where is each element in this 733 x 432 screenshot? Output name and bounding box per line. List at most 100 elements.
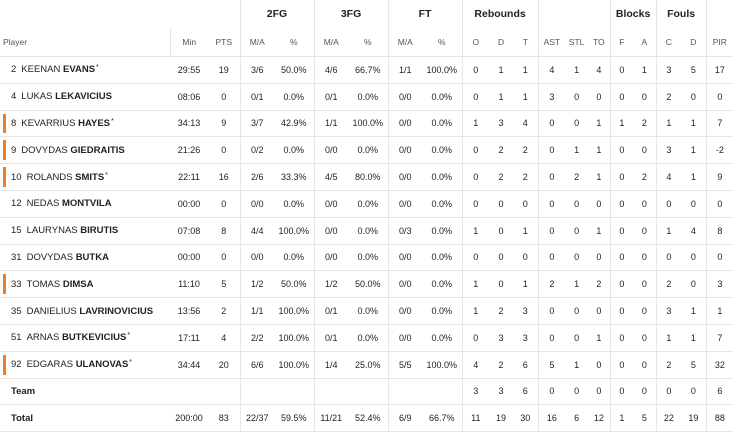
player-cell[interactable]: 12 NEDAS MONTVILA <box>0 190 170 218</box>
cell-ft-ma: 0/0 <box>387 270 423 299</box>
total-row: Total 200:00 83 22/37 59.5% 11/21 52.4% 6/9 66.7… <box>0 404 733 432</box>
cell-min: 21:26 <box>170 136 208 165</box>
player-number: 8 <box>11 117 17 129</box>
player-star-marker: * <box>96 64 99 72</box>
player-number: 92 <box>11 359 22 371</box>
player-last-name[interactable]: BUTKEVICIUS <box>61 332 127 344</box>
player-last-name[interactable]: LAVRINOVICIUS <box>79 305 154 317</box>
col-reb-t[interactable]: T <box>513 28 539 57</box>
player-cell[interactable]: 10 ROLANDS SMITS* <box>0 163 170 191</box>
header-column-row: Player Min PTS M/A % M/A % M/A % O D T A… <box>0 28 733 57</box>
col-to[interactable]: TO <box>588 28 611 57</box>
cell-foul-c: 0 <box>655 244 682 272</box>
cell-ast: 4 <box>537 56 566 84</box>
col-ast[interactable]: AST <box>537 28 566 57</box>
cell-ft-ma: 6/9 <box>387 404 423 432</box>
cell-min: 29:55 <box>170 56 208 84</box>
col-2fg-ma[interactable]: M/A <box>239 28 274 57</box>
cell-fg3-pct: 0.0% <box>348 83 389 111</box>
player-star-marker: * <box>127 332 131 340</box>
cell-t: 1 <box>513 217 539 245</box>
col-player[interactable]: Player <box>0 28 170 57</box>
col-stl[interactable]: STL <box>565 28 589 57</box>
player-cell[interactable]: 33 TOMAS DIMSA <box>0 270 170 299</box>
cell-t: 1 <box>513 83 539 111</box>
cell-blk-a: 2 <box>633 110 657 138</box>
player-cell[interactable]: 8 KEVARRIUS HAYES* <box>0 110 170 138</box>
player-cell[interactable]: 31 DOVYDAS BUTKA <box>0 244 170 272</box>
col-pir[interactable]: PIR <box>705 28 733 57</box>
player-number: 31 <box>11 251 22 263</box>
empty-cell <box>274 378 315 406</box>
table-row[interactable]: 31 DOVYDAS BUTKA 00:00 0 0/0 0.0% 0/0 0.0% 0/0 0.… <box>0 244 733 272</box>
player-last-name[interactable]: BUTKA <box>75 251 109 263</box>
table-row[interactable]: 15 LAURYNAS BIRUTIS 07:08 8 4/4 100.0% 0/0 0.0%… <box>0 217 733 245</box>
table-row[interactable]: 8 KEVARRIUS HAYES* 34:13 9 3/7 42.9% 1/1 100.0%… <box>0 110 733 138</box>
player-last-name[interactable]: HAYES <box>78 117 110 129</box>
cell-to: 4 <box>588 56 611 84</box>
cell-o: 4 <box>461 351 490 379</box>
cell-min: 07:08 <box>170 217 208 245</box>
player-cell[interactable]: 9 DOVYDAS GIEDRAITIS <box>0 136 170 165</box>
cell-fg3-ma: 0/1 <box>313 297 349 325</box>
player-cell[interactable]: 35 DANIELIUS LAVRINOVICIUS <box>0 297 170 325</box>
player-last-name[interactable]: DIMSA <box>62 278 94 290</box>
empty-cell <box>348 378 389 406</box>
cell-fg3-ma: 0/0 <box>313 190 349 218</box>
player-last-name[interactable]: BIRUTIS <box>80 225 119 237</box>
col-blk-a[interactable]: A <box>633 28 657 57</box>
cell-to: 0 <box>588 297 611 325</box>
cell-fg3-pct: 100.0% <box>348 110 389 138</box>
col-ft-ma[interactable]: M/A <box>387 28 423 57</box>
table-row[interactable]: 10 ROLANDS SMITS* 22:11 16 2/6 33.3% 4/5 80.0% 0… <box>0 163 733 191</box>
cell-blk-a: 1 <box>633 56 657 84</box>
cell-ft-ma: 0/0 <box>387 136 423 165</box>
player-last-name[interactable]: GIEDRAITIS <box>70 144 125 156</box>
cell-ft-pct: 0.0% <box>422 270 463 299</box>
cell-fg3-ma: 1/2 <box>313 270 349 299</box>
table-row[interactable]: 35 DANIELIUS LAVRINOVICIUS 13:56 2 1/1 100.0%… <box>0 297 733 325</box>
col-3fg-ma[interactable]: M/A <box>313 28 349 57</box>
player-cell[interactable]: 4 LUKAS LEKAVICIUS <box>0 83 170 111</box>
col-3fg-pct[interactable]: % <box>348 28 389 57</box>
player-last-name[interactable]: MONTVILA <box>61 198 112 210</box>
player-last-name[interactable]: LEKAVICIUS <box>55 91 112 103</box>
table-row[interactable]: 51 ARNAS BUTKEVICIUS* 17:11 4 2/2 100.0% 0/1 0.… <box>0 324 733 352</box>
table-row[interactable]: 33 TOMAS DIMSA 11:10 5 1/2 50.0% 1/2 50.0% 0/0 0.… <box>0 270 733 299</box>
col-foul-c[interactable]: C <box>655 28 682 57</box>
col-reb-d[interactable]: D <box>489 28 514 57</box>
col-pts[interactable]: PTS <box>208 28 240 57</box>
player-last-name[interactable]: ULANOVAS <box>75 359 129 371</box>
table-row[interactable]: 92 EDGARAS ULANOVAS* 34:44 20 6/6 100.0% 1/4 25… <box>0 351 733 379</box>
cell-ft-ma: 0/0 <box>387 110 423 138</box>
cell-blk-f: 0 <box>609 83 634 111</box>
table-row[interactable]: 4 LUKAS LEKAVICIUS 08:06 0 0/1 0.0% 0/1 0.0% 0/0… <box>0 83 733 111</box>
col-reb-o[interactable]: O <box>461 28 490 57</box>
cell-fg2-pct: 0.0% <box>274 83 315 111</box>
cell-pts: 9 <box>208 110 240 138</box>
cell-d: 19 <box>489 404 514 432</box>
player-cell[interactable]: 15 LAURYNAS BIRUTIS <box>0 217 170 245</box>
col-ft-pct[interactable]: % <box>422 28 463 57</box>
player-last-name[interactable]: SMITS <box>75 171 105 183</box>
table-row[interactable]: 2 KEENAN EVANS* 29:55 19 3/6 50.0% 4/6 66.7% 1/1… <box>0 56 733 84</box>
player-cell[interactable]: 92 EDGARAS ULANOVAS* <box>0 351 170 379</box>
col-min[interactable]: Min <box>169 28 208 57</box>
col-foul-d[interactable]: D <box>681 28 707 57</box>
cell-t: 0 <box>513 244 539 272</box>
table-row[interactable]: 9 DOVYDAS GIEDRAITIS 21:26 0 0/2 0.0% 0/0 0.0% 0… <box>0 136 733 165</box>
player-cell[interactable]: 2 KEENAN EVANS* <box>0 56 170 84</box>
col-blk-f[interactable]: F <box>609 28 634 57</box>
col-2fg-pct[interactable]: % <box>274 28 315 57</box>
table-row[interactable]: 12 NEDAS MONTVILA 00:00 0 0/0 0.0% 0/0 0.0% 0/0 0… <box>0 190 733 218</box>
player-last-name[interactable]: EVANS <box>63 64 96 76</box>
player-number: 9 <box>11 144 17 156</box>
cell-foul-c: 3 <box>655 297 682 325</box>
cell-fg2-pct: 100.0% <box>274 324 315 352</box>
player-cell[interactable]: 51 ARNAS BUTKEVICIUS* <box>0 324 170 352</box>
cell-o: 1 <box>461 297 490 325</box>
cell-ft-pct: 0.0% <box>422 190 463 218</box>
cell-o: 0 <box>461 163 490 191</box>
cell-fg2-ma: 0/1 <box>239 83 274 111</box>
cell-fg2-pct: 50.0% <box>274 270 315 299</box>
